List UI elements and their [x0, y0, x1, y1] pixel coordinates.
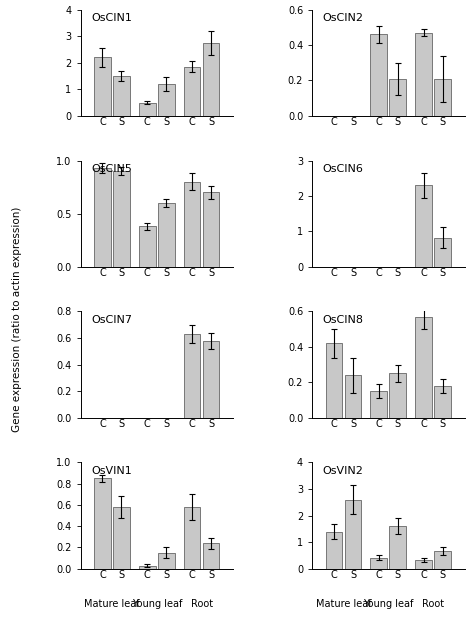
Bar [415, 33, 432, 116]
Bar [370, 35, 387, 116]
Text: Root: Root [422, 599, 444, 609]
Bar [94, 168, 111, 267]
Text: OsCIN2: OsCIN2 [323, 13, 364, 23]
Text: Gene expression (ratio to actin expression): Gene expression (ratio to actin expressi… [11, 207, 22, 432]
Bar [113, 171, 130, 267]
Bar [434, 386, 451, 418]
Text: OsVIN2: OsVIN2 [323, 466, 364, 475]
Bar [390, 373, 406, 418]
Text: OsCIN7: OsCIN7 [91, 314, 132, 325]
Bar [139, 226, 155, 267]
Bar [94, 479, 111, 569]
Text: Mature leaf: Mature leaf [316, 599, 371, 609]
Bar [113, 76, 130, 116]
Bar [203, 43, 219, 116]
Text: OsCIN6: OsCIN6 [323, 164, 364, 174]
Bar [183, 507, 201, 569]
Bar [390, 526, 406, 569]
Bar [94, 58, 111, 116]
Bar [345, 500, 362, 569]
Text: OsVIN1: OsVIN1 [91, 466, 132, 475]
Bar [203, 192, 219, 267]
Bar [139, 566, 155, 569]
Bar [158, 553, 175, 569]
Bar [183, 334, 201, 418]
Bar [326, 532, 342, 569]
Bar [434, 79, 451, 116]
Bar [113, 507, 130, 569]
Bar [390, 79, 406, 116]
Text: OsCIN8: OsCIN8 [323, 314, 364, 325]
Bar [434, 551, 451, 569]
Bar [183, 66, 201, 116]
Bar [370, 391, 387, 418]
Bar [158, 84, 175, 116]
Text: Young leaf: Young leaf [132, 599, 182, 609]
Bar [203, 341, 219, 418]
Bar [415, 317, 432, 418]
Bar [370, 558, 387, 569]
Text: Root: Root [191, 599, 213, 609]
Bar [139, 103, 155, 116]
Bar [415, 185, 432, 267]
Text: Mature leaf: Mature leaf [84, 599, 140, 609]
Bar [203, 543, 219, 569]
Bar [415, 560, 432, 569]
Bar [345, 375, 362, 418]
Text: OsCIN5: OsCIN5 [91, 164, 132, 174]
Bar [434, 238, 451, 267]
Bar [183, 181, 201, 267]
Bar [158, 203, 175, 267]
Bar [326, 343, 342, 418]
Text: Young leaf: Young leaf [363, 599, 413, 609]
Text: OsCIN1: OsCIN1 [91, 13, 132, 23]
